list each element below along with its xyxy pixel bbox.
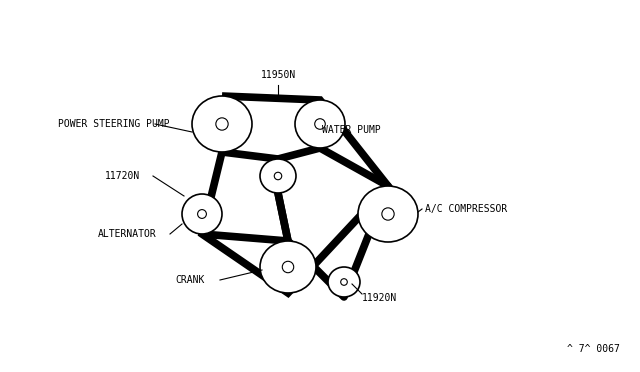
Ellipse shape bbox=[192, 96, 252, 152]
Ellipse shape bbox=[358, 186, 418, 242]
Ellipse shape bbox=[260, 159, 296, 193]
Ellipse shape bbox=[340, 279, 348, 285]
Ellipse shape bbox=[328, 267, 360, 297]
Ellipse shape bbox=[382, 208, 394, 220]
Ellipse shape bbox=[282, 261, 294, 273]
Text: 11950N: 11950N bbox=[260, 70, 296, 80]
Text: ALTERNATOR: ALTERNATOR bbox=[98, 229, 157, 239]
Ellipse shape bbox=[182, 194, 222, 234]
Ellipse shape bbox=[260, 241, 316, 293]
Text: CRANK: CRANK bbox=[175, 275, 204, 285]
Text: POWER STEERING PUMP: POWER STEERING PUMP bbox=[58, 119, 170, 129]
Text: A/C COMPRESSOR: A/C COMPRESSOR bbox=[425, 204, 508, 214]
Ellipse shape bbox=[295, 100, 345, 148]
Ellipse shape bbox=[216, 118, 228, 130]
Text: 11720N: 11720N bbox=[105, 171, 140, 181]
Ellipse shape bbox=[198, 209, 206, 218]
Text: ^ 7^ 0067: ^ 7^ 0067 bbox=[567, 344, 620, 354]
Text: WATER PUMP: WATER PUMP bbox=[322, 125, 381, 135]
Ellipse shape bbox=[315, 119, 325, 129]
Text: 11920N: 11920N bbox=[362, 293, 397, 303]
Ellipse shape bbox=[275, 172, 282, 180]
